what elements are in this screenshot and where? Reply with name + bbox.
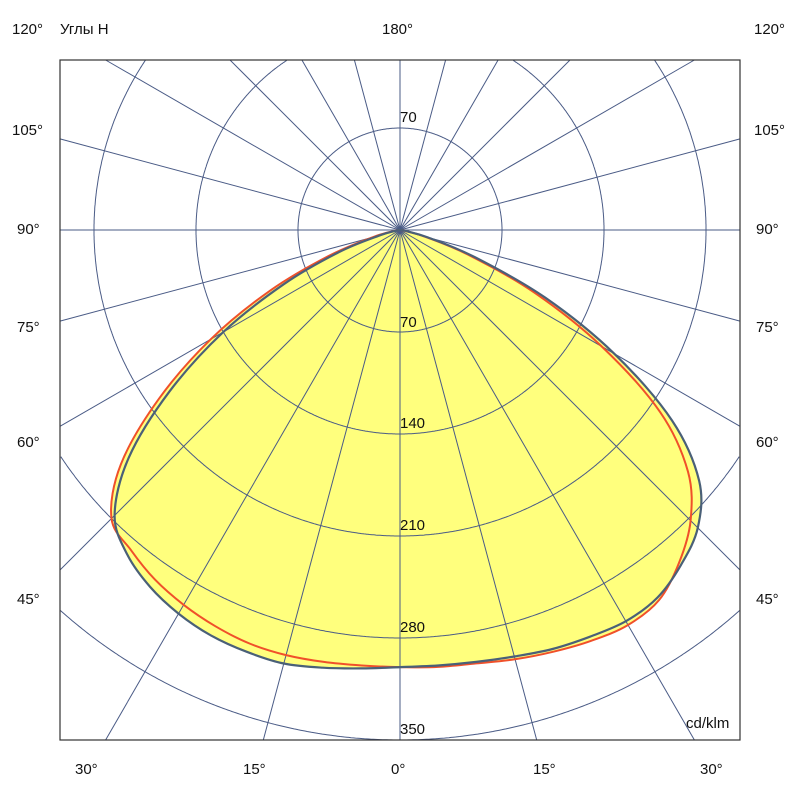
angle-label-right: 75° — [756, 319, 779, 336]
angle-label-top-center: 180° — [382, 21, 414, 38]
grid-radial-line — [59, 138, 401, 231]
series-2-fill — [111, 229, 692, 668]
grid-ring — [195, 59, 605, 435]
axis-title: Углы H — [60, 21, 109, 38]
angle-label-bottom: 15° — [243, 761, 266, 778]
grid-radial-line — [399, 229, 741, 571]
ring-label: 70 — [400, 109, 417, 126]
grid-radial-line — [399, 229, 741, 322]
grid-radial-line — [301, 59, 401, 231]
curve-lines — [110, 228, 703, 670]
angle-label-left: 105° — [12, 122, 44, 139]
unit-label: cd/klm — [686, 715, 730, 732]
grid-radial-line — [399, 138, 741, 231]
angle-label-right: 105° — [754, 122, 786, 139]
grid-ring — [60, 610, 740, 741]
ring-label: 280 — [400, 619, 426, 636]
series-1-curve — [113, 228, 703, 670]
ring-label: 70 — [400, 314, 417, 331]
grid-radial-line — [399, 229, 741, 427]
grid-radial-line — [353, 59, 401, 231]
angle-label-bottom: 30° — [75, 761, 98, 778]
angle-label-right: 90° — [756, 221, 779, 238]
plot-frame — [59, 59, 741, 741]
grid-radial-line — [399, 59, 695, 231]
grid-radial-line — [105, 59, 401, 231]
grid-radial-line — [105, 229, 401, 741]
angle-label-left: 60° — [17, 434, 40, 451]
angle-label-left: 75° — [17, 319, 40, 336]
angle-label-bottom: 0° — [391, 761, 406, 778]
angle-label-bottom: 15° — [533, 761, 556, 778]
grid-radial-line — [399, 229, 695, 741]
grid-radial-line — [399, 59, 571, 231]
grid-radial-line — [399, 59, 447, 231]
ring-label: 350 — [400, 721, 426, 738]
ring-label: 140 — [400, 415, 426, 432]
angle-label-left: 90° — [17, 221, 40, 238]
grid-ring — [93, 59, 707, 537]
grid-radial-line — [59, 229, 401, 427]
grid-radial-line — [399, 229, 538, 741]
grid-radial-line — [59, 229, 401, 322]
ring-label: 210 — [400, 517, 426, 534]
angle-label-right: 60° — [756, 434, 779, 451]
angle-label-bottom: 30° — [700, 761, 723, 778]
grid-radial-line — [229, 59, 401, 231]
angle-label-top-left: 120° — [12, 21, 44, 38]
angle-label-top-right: 120° — [754, 21, 786, 38]
grid-radial-line — [399, 59, 499, 231]
grid-ring — [60, 456, 740, 639]
angle-label-left: 45° — [17, 591, 40, 608]
grid-radial-line — [59, 229, 401, 571]
angle-label-right: 45° — [756, 591, 779, 608]
